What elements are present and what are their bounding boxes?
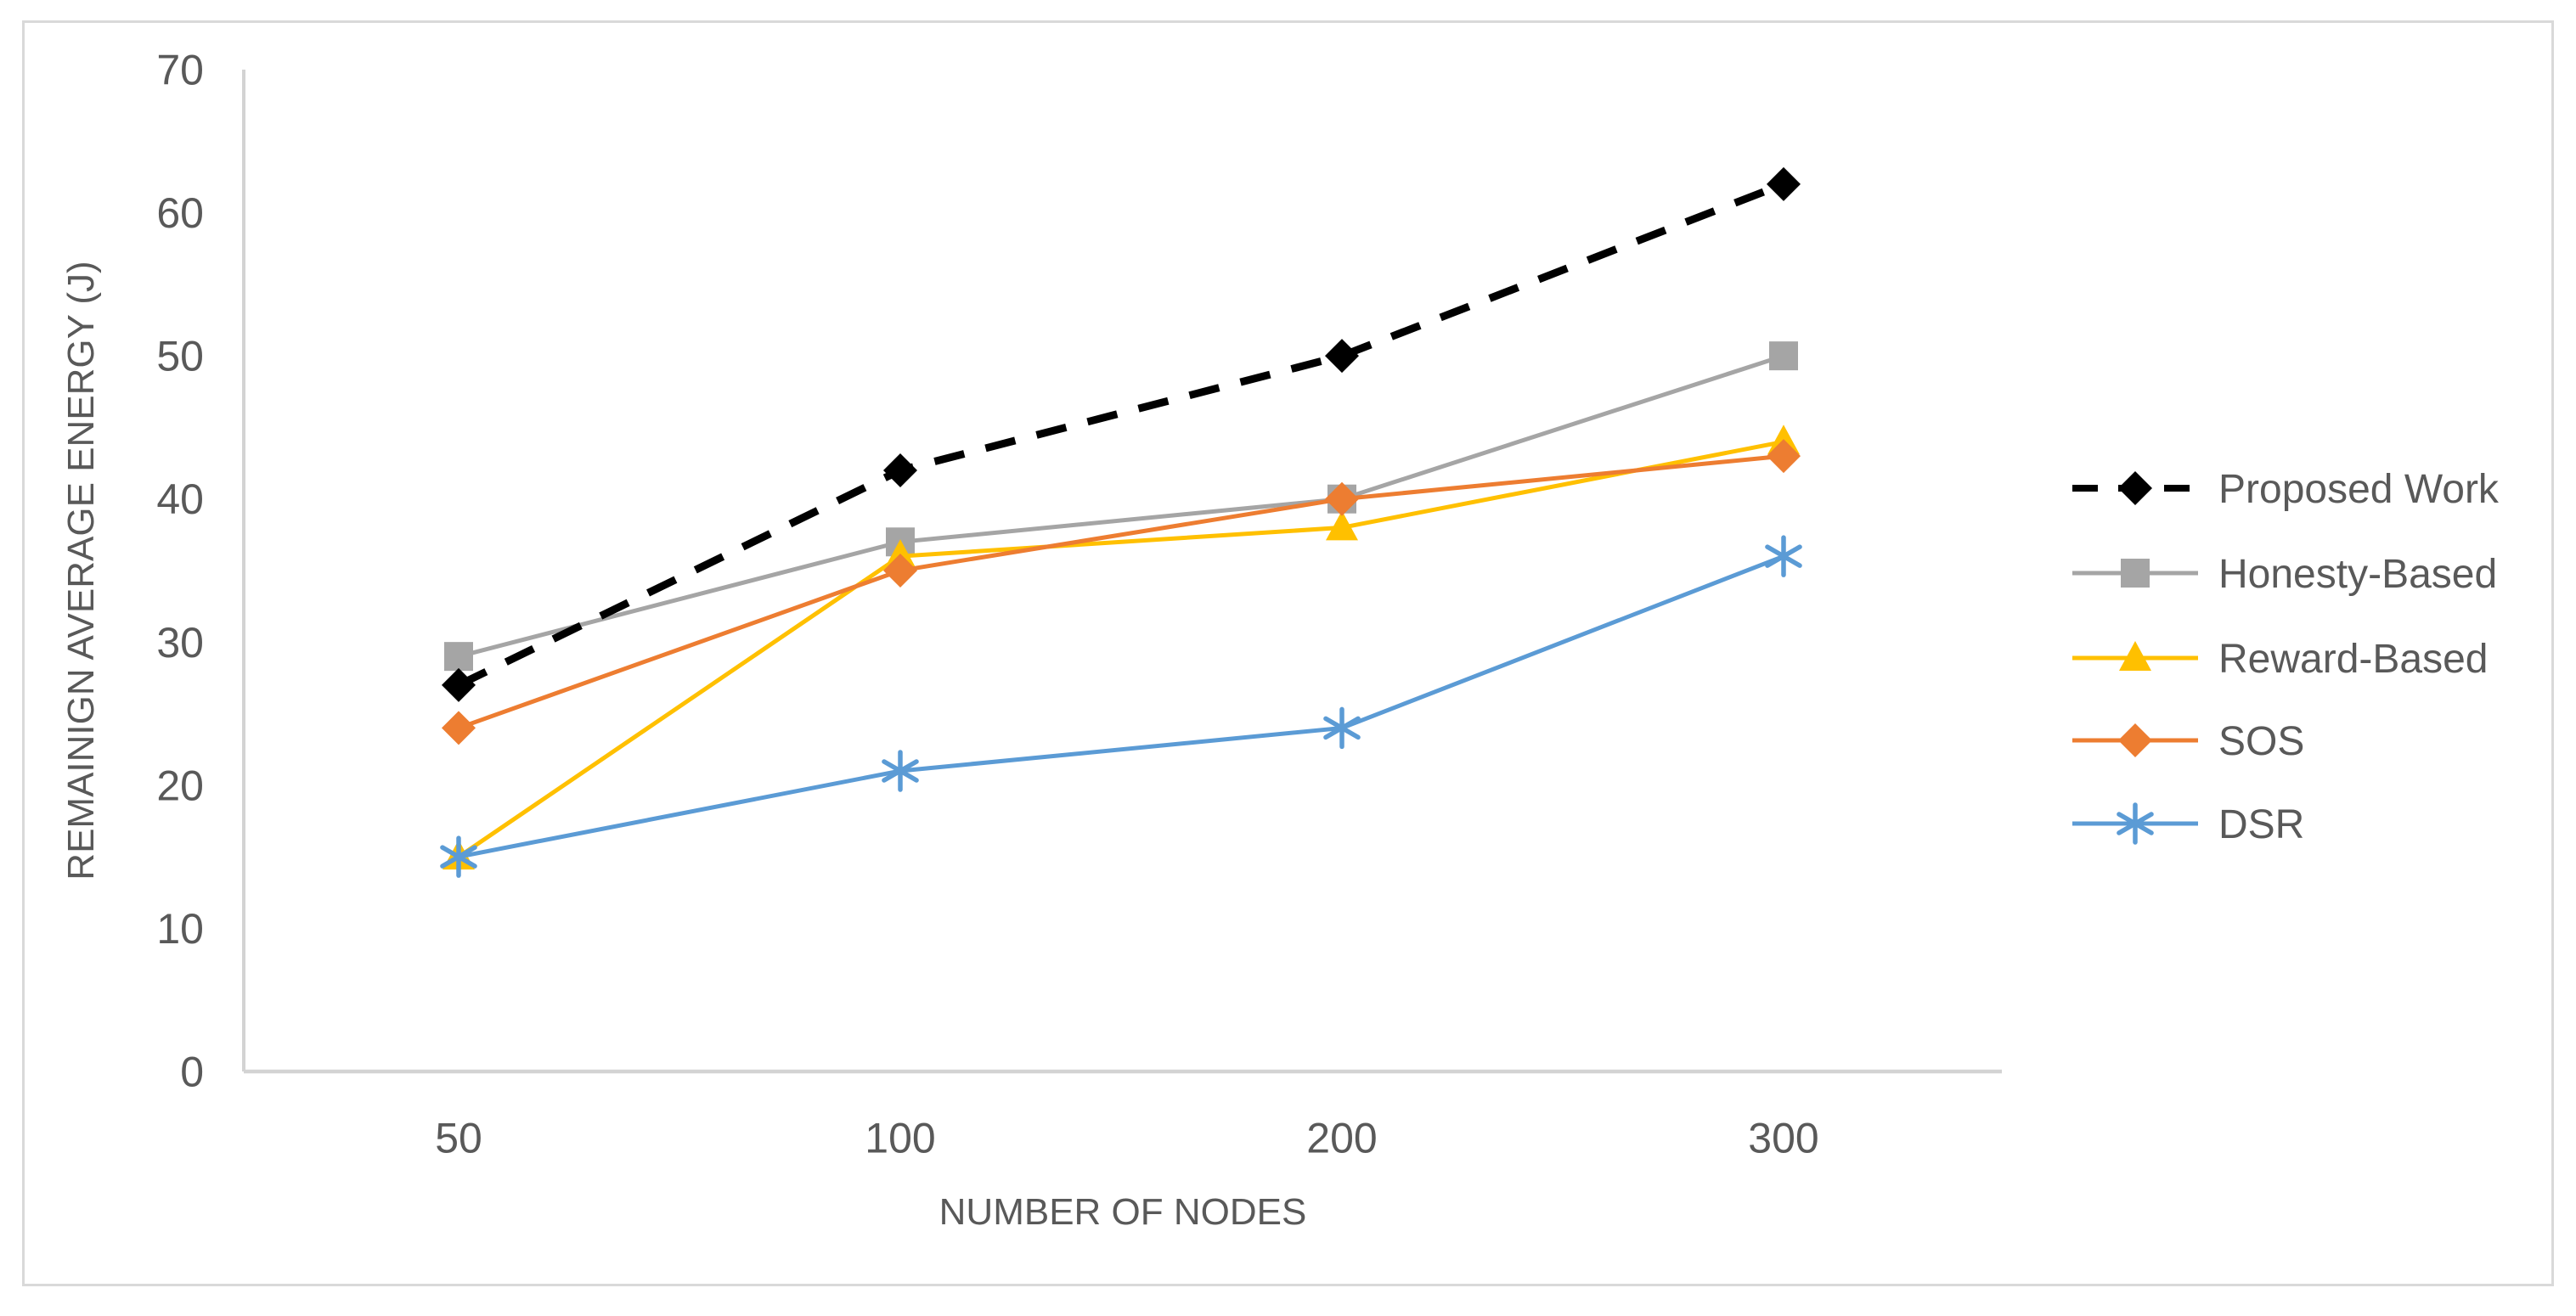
legend-label-honesty-based: Honesty-Based — [2218, 552, 2497, 597]
legend-item-honesty-based: Honesty-Based — [2072, 552, 2497, 597]
marker-dsr-100 — [882, 750, 919, 792]
legend-label-dsr: DSR — [2218, 802, 2304, 847]
series-proposed-work — [442, 166, 1801, 702]
marker-honesty-based-50 — [444, 642, 473, 672]
legend-label-reward-based: Reward-Based — [2218, 637, 2488, 682]
x-tick-label-50: 50 — [435, 1115, 482, 1162]
legend-label-proposed-work: Proposed Work — [2218, 467, 2500, 512]
legend-marker-reward-based — [2119, 641, 2151, 671]
legend-marker-honesty-based — [2121, 559, 2150, 588]
marker-dsr-300 — [1765, 535, 1802, 577]
y-tick-label-50: 50 — [156, 333, 204, 380]
y-tick-label-0: 0 — [180, 1049, 204, 1096]
y-tick-label-10: 10 — [156, 905, 204, 953]
marker-sos-100 — [883, 554, 917, 588]
y-tick-label-40: 40 — [156, 475, 204, 523]
series-line-reward-based — [457, 439, 1784, 859]
series-honesty-based — [444, 341, 1798, 672]
axes-layer: 0 10 20 30 40 50 60 70 50 100 200 300 — [156, 47, 2002, 1162]
marker-proposed-work-100 — [883, 453, 917, 487]
marker-proposed-work-200 — [1325, 339, 1359, 374]
series-line-honesty-based — [458, 353, 1784, 659]
legend-item-dsr: DSR — [2072, 802, 2304, 847]
legend-item-sos: SOS — [2072, 719, 2304, 764]
legend-marker-sos — [2118, 723, 2152, 757]
series-line-sos — [458, 453, 1784, 730]
y-tick-label-20: 20 — [156, 762, 204, 809]
series-line-proposed-work — [457, 180, 1785, 689]
marker-sos-50 — [442, 711, 476, 745]
series-dsr — [440, 535, 1802, 878]
y-axis-title: REMAINIGN AVERAGE ENERGY (J) — [60, 261, 102, 880]
marker-dsr-50 — [440, 835, 477, 878]
marker-sos-200 — [1325, 481, 1359, 516]
series-line-dsr — [458, 554, 1784, 859]
marker-dsr-200 — [1323, 706, 1361, 750]
series-layer — [440, 166, 1802, 878]
y-tick-label-70: 70 — [156, 47, 204, 94]
marker-proposed-work-300 — [1767, 166, 1801, 201]
x-axis-title: NUMBER OF NODES — [939, 1191, 1307, 1233]
y-tick-label-60: 60 — [156, 189, 204, 237]
marker-proposed-work-50 — [442, 667, 476, 702]
marker-sos-300 — [1767, 439, 1801, 474]
x-tick-label-300: 300 — [1748, 1115, 1818, 1162]
series-sos — [442, 439, 1801, 745]
y-tick-label-30: 30 — [156, 619, 204, 666]
marker-reward-based-200 — [1326, 510, 1358, 541]
legend: Proposed Work Honesty-Based Reward-Based SO… — [2072, 467, 2500, 847]
legend-marker-dsr — [2117, 802, 2154, 845]
x-tick-label-100: 100 — [865, 1115, 935, 1162]
legend-item-reward-based: Reward-Based — [2072, 637, 2488, 682]
series-reward-based — [442, 425, 1800, 870]
legend-marker-proposed-work — [2118, 471, 2152, 505]
marker-honesty-based-300 — [1769, 341, 1798, 371]
x-tick-label-200: 200 — [1306, 1115, 1377, 1162]
legend-label-sos: SOS — [2218, 719, 2304, 764]
legend-item-proposed-work: Proposed Work — [2072, 467, 2500, 512]
